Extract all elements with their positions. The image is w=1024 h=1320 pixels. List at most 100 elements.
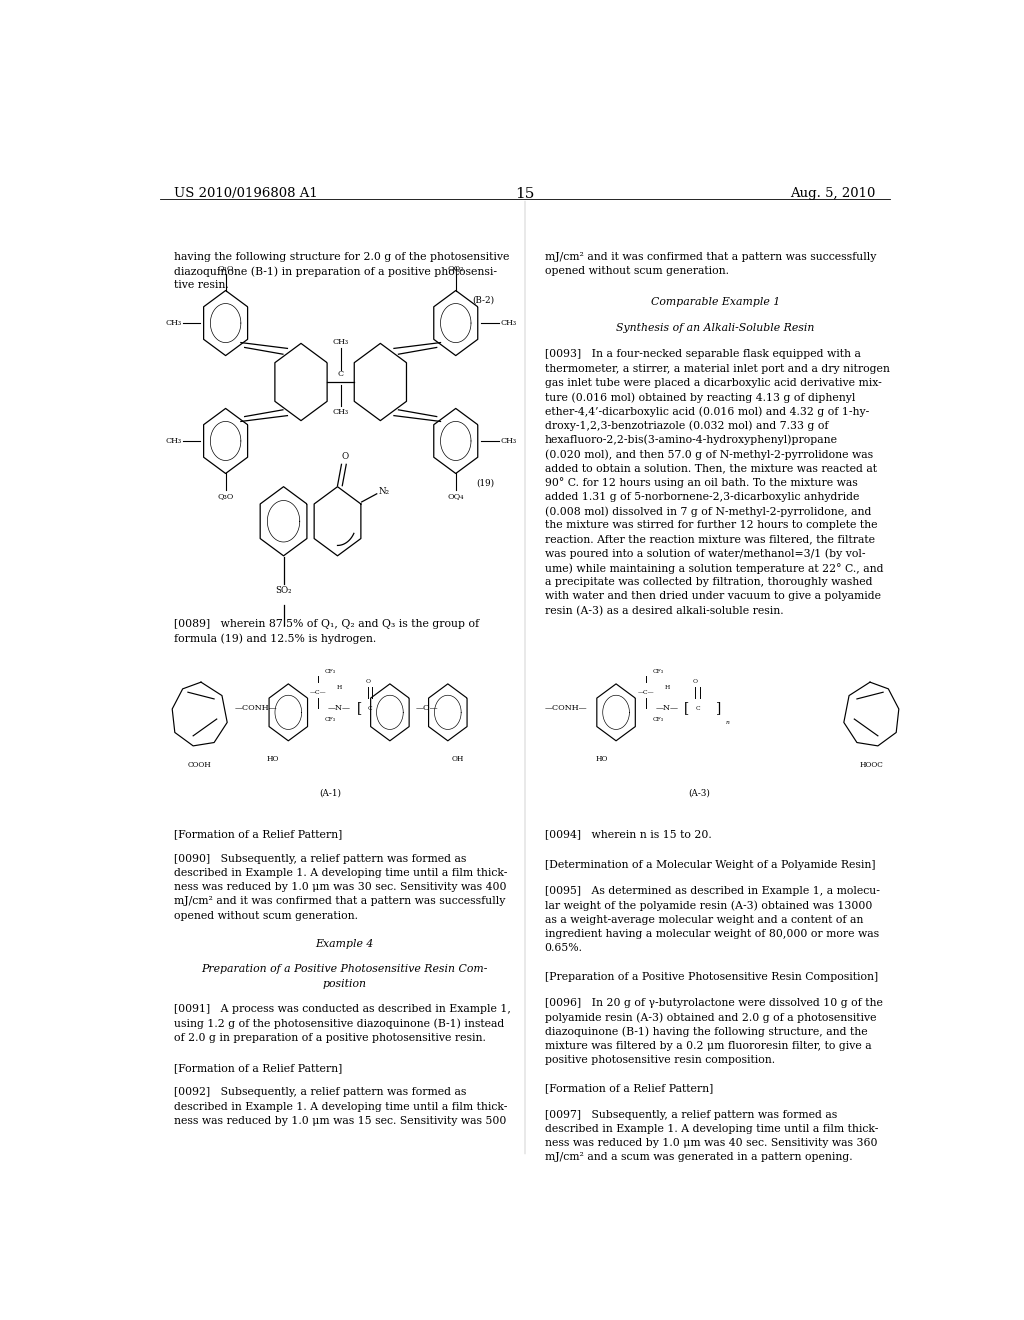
Text: [0097]   Subsequently, a relief pattern was formed as: [0097] Subsequently, a relief pattern wa… bbox=[545, 1110, 837, 1119]
Text: OH: OH bbox=[452, 755, 464, 763]
Text: CF₃: CF₃ bbox=[652, 669, 664, 673]
Text: —N—: —N— bbox=[328, 705, 350, 713]
Text: —CONH—: —CONH— bbox=[545, 705, 588, 713]
Text: tive resin.: tive resin. bbox=[174, 280, 228, 290]
Text: —C—: —C— bbox=[638, 689, 654, 694]
Text: [0094]   wherein n is 15 to 20.: [0094] wherein n is 15 to 20. bbox=[545, 829, 712, 840]
Text: [Preparation of a Positive Photosensitive Resin Composition]: [Preparation of a Positive Photosensitiv… bbox=[545, 972, 878, 982]
Text: a precipitate was collected by filtration, thoroughly washed: a precipitate was collected by filtratio… bbox=[545, 577, 872, 587]
Text: (A-1): (A-1) bbox=[319, 788, 341, 797]
Text: 15: 15 bbox=[515, 187, 535, 201]
Text: ness was reduced by 1.0 μm was 30 sec. Sensitivity was 400: ness was reduced by 1.0 μm was 30 sec. S… bbox=[174, 882, 507, 892]
Text: COOH: COOH bbox=[187, 762, 211, 770]
Text: Aug. 5, 2010: Aug. 5, 2010 bbox=[791, 187, 876, 199]
Text: —N—: —N— bbox=[655, 705, 678, 713]
Text: Comparable Example 1: Comparable Example 1 bbox=[650, 297, 780, 306]
Text: with water and then dried under vacuum to give a polyamide: with water and then dried under vacuum t… bbox=[545, 591, 881, 602]
Text: thermometer, a stirrer, a material inlet port and a dry nitrogen: thermometer, a stirrer, a material inlet… bbox=[545, 364, 890, 374]
Text: (A-3): (A-3) bbox=[688, 788, 711, 797]
Text: Example 4: Example 4 bbox=[315, 939, 374, 949]
Text: [: [ bbox=[356, 701, 361, 715]
Text: hexafluoro-2,2-bis(3-amino-4-hydroxyphenyl)propane: hexafluoro-2,2-bis(3-amino-4-hydroxyphen… bbox=[545, 434, 838, 445]
Text: [: [ bbox=[684, 701, 689, 715]
Text: [0093]   In a four-necked separable flask equipped with a: [0093] In a four-necked separable flask … bbox=[545, 350, 860, 359]
Text: [Formation of a Relief Pattern]: [Formation of a Relief Pattern] bbox=[174, 1063, 342, 1073]
Text: —C—: —C— bbox=[310, 689, 327, 694]
Text: mJ/cm² and it was confirmed that a pattern was successfully: mJ/cm² and it was confirmed that a patte… bbox=[174, 896, 506, 907]
Text: CF₃: CF₃ bbox=[325, 718, 336, 722]
Text: [0091]   A process was conducted as described in Example 1,: [0091] A process was conducted as descri… bbox=[174, 1005, 511, 1014]
Text: 0.65%.: 0.65%. bbox=[545, 942, 583, 953]
Text: O: O bbox=[342, 453, 349, 461]
Text: SO₂: SO₂ bbox=[275, 586, 292, 595]
Text: C: C bbox=[338, 370, 344, 378]
Text: formula (19) and 12.5% is hydrogen.: formula (19) and 12.5% is hydrogen. bbox=[174, 634, 376, 644]
Text: ness was reduced by 1.0 μm was 15 sec. Sensitivity was 500: ness was reduced by 1.0 μm was 15 sec. S… bbox=[174, 1115, 507, 1126]
Text: H: H bbox=[337, 685, 342, 690]
Text: was poured into a solution of water/methanol=3/1 (by vol-: was poured into a solution of water/meth… bbox=[545, 549, 865, 560]
Text: 90° C. for 12 hours using an oil bath. To the mixture was: 90° C. for 12 hours using an oil bath. T… bbox=[545, 478, 857, 488]
Text: O: O bbox=[693, 678, 698, 684]
Text: mJ/cm² and a scum was generated in a pattern opening.: mJ/cm² and a scum was generated in a pat… bbox=[545, 1152, 852, 1163]
Text: described in Example 1. A developing time until a film thick-: described in Example 1. A developing tim… bbox=[174, 867, 508, 878]
Text: lar weight of the polyamide resin (A-3) obtained was 13000: lar weight of the polyamide resin (A-3) … bbox=[545, 900, 872, 911]
Text: added 1.31 g of 5-norbornene-2,3-dicarboxylic anhydride: added 1.31 g of 5-norbornene-2,3-dicarbo… bbox=[545, 492, 859, 502]
Text: position: position bbox=[323, 978, 367, 989]
Text: CH₃: CH₃ bbox=[500, 319, 516, 327]
Text: HO: HO bbox=[596, 755, 608, 763]
Text: polyamide resin (A-3) obtained and 2.0 g of a photosensitive: polyamide resin (A-3) obtained and 2.0 g… bbox=[545, 1012, 877, 1023]
Text: US 2010/0196808 A1: US 2010/0196808 A1 bbox=[174, 187, 317, 199]
Text: OQ₄: OQ₄ bbox=[447, 492, 464, 500]
Text: n: n bbox=[726, 721, 729, 726]
Text: reaction. After the reaction mixture was filtered, the filtrate: reaction. After the reaction mixture was… bbox=[545, 535, 874, 544]
Text: OQ₂: OQ₂ bbox=[447, 264, 464, 272]
Text: —CONH—: —CONH— bbox=[234, 705, 276, 713]
Text: Preparation of a Positive Photosensitive Resin Com-: Preparation of a Positive Photosensitive… bbox=[202, 965, 487, 974]
Text: CH₃: CH₃ bbox=[333, 408, 349, 416]
Text: Q₃O: Q₃O bbox=[217, 492, 233, 500]
Text: N₂: N₂ bbox=[378, 487, 389, 496]
Text: diazoquinone (B-1) in preparation of a positive photosensi-: diazoquinone (B-1) in preparation of a p… bbox=[174, 267, 497, 277]
Text: ingredient having a molecular weight of 80,000 or more was: ingredient having a molecular weight of … bbox=[545, 929, 879, 939]
Text: [Formation of a Relief Pattern]: [Formation of a Relief Pattern] bbox=[545, 1084, 713, 1093]
Text: [0092]   Subsequently, a relief pattern was formed as: [0092] Subsequently, a relief pattern wa… bbox=[174, 1088, 466, 1097]
Text: [Determination of a Molecular Weight of a Polyamide Resin]: [Determination of a Molecular Weight of … bbox=[545, 859, 876, 870]
Text: the mixture was stirred for further 12 hours to complete the: the mixture was stirred for further 12 h… bbox=[545, 520, 878, 531]
Text: CH₃: CH₃ bbox=[165, 437, 181, 445]
Text: —O—: —O— bbox=[416, 705, 438, 713]
Text: using 1.2 g of the photosensitive diazoquinone (B-1) instead: using 1.2 g of the photosensitive diazoq… bbox=[174, 1018, 504, 1028]
Text: diazoquinone (B-1) having the following structure, and the: diazoquinone (B-1) having the following … bbox=[545, 1027, 867, 1038]
Text: as a weight-average molecular weight and a content of an: as a weight-average molecular weight and… bbox=[545, 915, 863, 924]
Text: mJ/cm² and it was confirmed that a pattern was successfully: mJ/cm² and it was confirmed that a patte… bbox=[545, 252, 876, 261]
Text: opened without scum generation.: opened without scum generation. bbox=[545, 267, 729, 276]
Text: ness was reduced by 1.0 μm was 40 sec. Sensitivity was 360: ness was reduced by 1.0 μm was 40 sec. S… bbox=[545, 1138, 878, 1148]
Text: CF₃: CF₃ bbox=[652, 718, 664, 722]
Text: resin (A-3) as a desired alkali-soluble resin.: resin (A-3) as a desired alkali-soluble … bbox=[545, 606, 783, 616]
Text: H: H bbox=[665, 685, 670, 690]
Text: (0.008 mol) dissolved in 7 g of N-methyl-2-pyrrolidone, and: (0.008 mol) dissolved in 7 g of N-methyl… bbox=[545, 506, 871, 516]
Text: [Formation of a Relief Pattern]: [Formation of a Relief Pattern] bbox=[174, 829, 342, 840]
Text: HO: HO bbox=[266, 755, 279, 763]
Text: Q₁O: Q₁O bbox=[217, 264, 233, 272]
Text: droxy-1,2,3-benzotriazole (0.032 mol) and 7.33 g of: droxy-1,2,3-benzotriazole (0.032 mol) an… bbox=[545, 421, 828, 432]
Text: ]: ] bbox=[716, 701, 721, 715]
Text: [0090]   Subsequently, a relief pattern was formed as: [0090] Subsequently, a relief pattern wa… bbox=[174, 854, 466, 863]
Text: ether-4,4’-dicarboxylic acid (0.016 mol) and 4.32 g of 1-hy-: ether-4,4’-dicarboxylic acid (0.016 mol)… bbox=[545, 407, 869, 417]
Text: [0096]   In 20 g of γ-butyrolactone were dissolved 10 g of the: [0096] In 20 g of γ-butyrolactone were d… bbox=[545, 998, 883, 1008]
Text: mixture was filtered by a 0.2 μm fluororesin filter, to give a: mixture was filtered by a 0.2 μm fluoror… bbox=[545, 1040, 871, 1051]
Text: [0089]   wherein 87.5% of Q₁, Q₂ and Q₃ is the group of: [0089] wherein 87.5% of Q₁, Q₂ and Q₃ is… bbox=[174, 619, 479, 628]
Text: of 2.0 g in preparation of a positive photosensitive resin.: of 2.0 g in preparation of a positive ph… bbox=[174, 1032, 486, 1043]
Text: described in Example 1. A developing time until a film thick-: described in Example 1. A developing tim… bbox=[545, 1125, 878, 1134]
Text: (B-2): (B-2) bbox=[472, 296, 495, 305]
Text: Synthesis of an Alkali-Soluble Resin: Synthesis of an Alkali-Soluble Resin bbox=[616, 323, 814, 333]
Text: added to obtain a solution. Then, the mixture was reacted at: added to obtain a solution. Then, the mi… bbox=[545, 463, 877, 474]
Text: opened without scum generation.: opened without scum generation. bbox=[174, 911, 358, 920]
Text: described in Example 1. A developing time until a film thick-: described in Example 1. A developing tim… bbox=[174, 1102, 508, 1111]
Text: C: C bbox=[695, 706, 700, 710]
Text: [0095]   As determined as described in Example 1, a molecu-: [0095] As determined as described in Exa… bbox=[545, 886, 880, 896]
Text: CH₃: CH₃ bbox=[333, 338, 349, 346]
Text: having the following structure for 2.0 g of the photosensitive: having the following structure for 2.0 g… bbox=[174, 252, 509, 261]
Text: CF₃: CF₃ bbox=[325, 669, 336, 673]
Text: (19): (19) bbox=[476, 479, 495, 487]
Text: O: O bbox=[366, 678, 370, 684]
